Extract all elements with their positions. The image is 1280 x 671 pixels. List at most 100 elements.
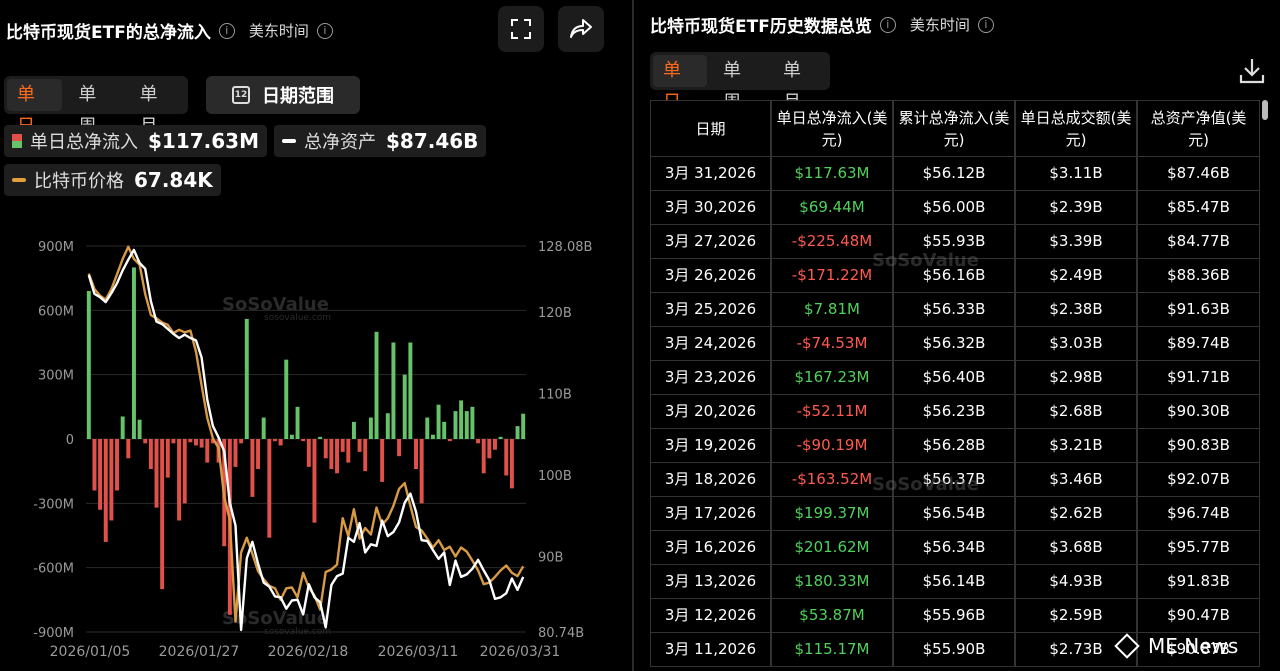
table-cell: $115.17M xyxy=(771,633,893,667)
table-cell: $56.33B xyxy=(893,293,1015,327)
table-cell: $180.33M xyxy=(771,565,893,599)
legend-btc-price[interactable]: 比特币价格 67.84K xyxy=(4,164,221,196)
legend-total-assets[interactable]: 总净资产 $87.46B xyxy=(274,125,487,157)
table-cell: $56.32B xyxy=(893,327,1015,361)
flow-bar xyxy=(408,342,413,439)
table-row[interactable]: 3月 18,2026 -$163.52M $56.37B $3.46B $92.07B xyxy=(650,463,1260,497)
bar-legend-icon xyxy=(12,134,22,148)
tab-daily[interactable]: 单日 xyxy=(653,55,707,113)
flow-bar xyxy=(357,439,362,452)
info-icon[interactable]: i xyxy=(977,16,994,33)
x-tick-label: 2026/01/27 xyxy=(159,644,240,660)
date-range-button[interactable]: 12 日期范围 xyxy=(206,76,360,114)
legend-daily-inflow[interactable]: 单日总净流入 $117.63M xyxy=(4,125,267,157)
chart-bars xyxy=(86,267,526,615)
flow-bar xyxy=(414,439,418,470)
table-row[interactable]: 3月 23,2026 $167.23M $56.40B $2.98B $91.71B xyxy=(650,361,1260,395)
timezone-label: 美东时间 xyxy=(909,16,970,34)
table-cell: $117.63M xyxy=(771,157,893,191)
table-row[interactable]: 3月 31,2026 $117.63M $56.12B $3.11B $87.46B xyxy=(650,157,1260,191)
y-axis-labels: 900M 600M 300M 0 -300M -600M -900M 128.08B 120B 1… xyxy=(33,240,592,641)
flow-bar xyxy=(98,439,103,510)
x-axis-labels: 2026/01/05 2026/01/27 2026/02/18 2026/03/11… xyxy=(50,644,561,660)
table-cell: $3.21B xyxy=(1015,429,1137,463)
info-icon[interactable]: i xyxy=(316,22,333,39)
table-row[interactable]: 3月 13,2026 $180.33M $56.14B $4.93B $91.83B xyxy=(650,565,1260,599)
table-cell: $199.37M xyxy=(771,497,893,531)
chart-title: 比特币现货ETF的总净流入 xyxy=(6,23,211,43)
info-icon[interactable]: i xyxy=(218,22,235,39)
flow-bar xyxy=(509,439,514,489)
table-cell: 3月 24,2026 xyxy=(650,327,771,361)
table-cell: 3月 17,2026 xyxy=(650,497,771,531)
flow-bar xyxy=(380,439,385,482)
brand-name: ME News xyxy=(1148,634,1239,658)
y-left-tick-label: 0 xyxy=(66,433,74,448)
table-row[interactable]: 3月 16,2026 $201.62M $56.34B $3.68B $95.77B xyxy=(650,531,1260,565)
table-cell: -$225.48M xyxy=(771,225,893,259)
flow-bar xyxy=(188,439,193,443)
table-cell: $2.38B xyxy=(1015,293,1137,327)
flow-bar xyxy=(351,421,356,439)
tab-daily[interactable]: 单日 xyxy=(7,79,63,137)
column-header[interactable]: 累计总净流入(美元) xyxy=(893,100,1015,157)
table-row[interactable]: 3月 24,2026 -$74.53M $56.32B $3.03B $89.74B xyxy=(650,327,1260,361)
column-header[interactable]: 日期 xyxy=(650,100,771,157)
table-cell: $3.39B xyxy=(1015,225,1137,259)
flow-bar xyxy=(515,426,520,439)
flow-bar xyxy=(504,439,509,476)
flow-bar xyxy=(171,439,176,444)
x-tick-label: 2026/02/18 xyxy=(268,644,349,660)
table-cell: $53.87M xyxy=(771,599,893,633)
flow-bar xyxy=(120,416,125,439)
flow-bar xyxy=(148,439,153,470)
share-button[interactable] xyxy=(558,6,604,52)
table-cell: $90.47B xyxy=(1137,599,1260,633)
table-cell: -$171.22M xyxy=(771,259,893,293)
table-cell: 3月 18,2026 xyxy=(650,463,771,497)
table-row[interactable]: 3月 11,2026 $115.17M $55.90B $2.73B $90.87B xyxy=(650,633,1260,667)
table-cell: 3月 30,2026 xyxy=(650,191,771,225)
legend-value: 67.84K xyxy=(134,168,213,192)
table-cell: $55.96B xyxy=(893,599,1015,633)
column-header[interactable]: 单日总成交额(美元) xyxy=(1015,100,1137,157)
flow-bar xyxy=(368,417,373,439)
tab-weekly[interactable]: 单周 xyxy=(723,60,741,113)
table-cell: $2.39B xyxy=(1015,191,1137,225)
fullscreen-button[interactable] xyxy=(498,6,544,52)
tab-monthly[interactable]: 单月 xyxy=(139,84,158,137)
table-row[interactable]: 3月 27,2026 -$225.48M $55.93B $3.39B $84.77B xyxy=(650,225,1260,259)
chart-lines xyxy=(87,245,525,632)
flow-bar xyxy=(335,439,339,474)
table-cell: $88.36B xyxy=(1137,259,1260,293)
scrollbar-thumb[interactable] xyxy=(1262,100,1268,120)
download-icon[interactable] xyxy=(1238,56,1266,86)
flow-bar xyxy=(498,436,503,439)
table-row[interactable]: 3月 20,2026 -$52.11M $56.23B $2.68B $90.30B xyxy=(650,395,1260,429)
column-header[interactable]: 单日总净流入(美元) xyxy=(771,100,893,157)
tab-monthly[interactable]: 单月 xyxy=(783,60,801,113)
table-cell: $92.07B xyxy=(1137,463,1260,497)
table-cell: $56.14B xyxy=(893,565,1015,599)
flow-bar xyxy=(126,439,131,459)
table-row[interactable]: 3月 26,2026 -$171.22M $56.16B $2.49B $88.36B xyxy=(650,259,1260,293)
table-row[interactable]: 3月 12,2026 $53.87M $55.96B $2.59B $90.47B xyxy=(650,599,1260,633)
flow-bar xyxy=(481,439,486,474)
table-row[interactable]: 3月 25,2026 $7.81M $56.33B $2.38B $91.63B xyxy=(650,293,1260,327)
info-icon[interactable]: i xyxy=(879,16,896,33)
table-cell: 3月 20,2026 xyxy=(650,395,771,429)
flow-bar xyxy=(374,331,379,439)
table-period-tabs: 单日 单周 单月 xyxy=(650,52,830,113)
table-row[interactable]: 3月 17,2026 $199.37M $56.54B $2.62B $96.74B xyxy=(650,497,1260,531)
table-row[interactable]: 3月 19,2026 -$90.19M $56.28B $3.21B $90.83B xyxy=(650,429,1260,463)
line-legend-icon xyxy=(12,178,26,182)
flow-bar xyxy=(329,439,334,470)
tab-weekly[interactable]: 单周 xyxy=(78,84,97,137)
table-cell: $2.73B xyxy=(1015,633,1137,667)
brand-logo-icon xyxy=(1114,633,1140,659)
table-row[interactable]: 3月 30,2026 $69.44M $56.00B $2.39B $85.47B xyxy=(650,191,1260,225)
table-cell: $84.77B xyxy=(1137,225,1260,259)
column-header[interactable]: 总资产净值(美元) xyxy=(1137,100,1260,157)
y-right-tick-label: 128.08B xyxy=(538,240,592,255)
flow-chart[interactable]: 900M 600M 300M 0 -300M -600M -900M 128.08B 120B 1… xyxy=(0,220,632,671)
